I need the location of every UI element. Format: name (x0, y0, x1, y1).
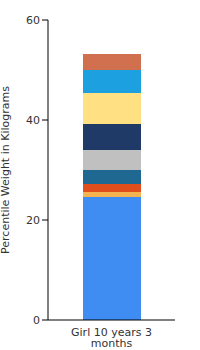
svg-text:40: 40 (26, 114, 40, 127)
svg-text:Percentile Weight in Kilograms: Percentile Weight in Kilograms (8, 86, 12, 254)
svg-text:20: 20 (26, 214, 40, 227)
svg-text:60: 60 (26, 14, 40, 27)
svg-text:0: 0 (33, 314, 40, 327)
svg-text:Girl 10 years 3months: Girl 10 years 3months (71, 326, 152, 350)
